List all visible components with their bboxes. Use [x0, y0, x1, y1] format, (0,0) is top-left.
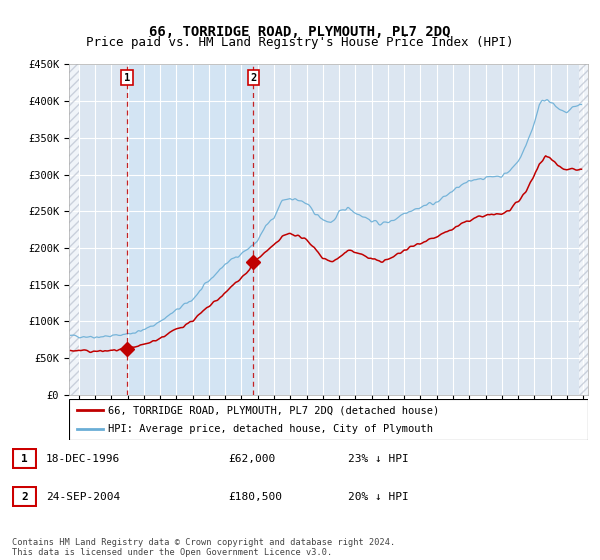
FancyBboxPatch shape [69, 399, 588, 440]
Bar [69, 64, 79, 395]
Text: 24-SEP-2004: 24-SEP-2004 [46, 492, 121, 502]
Text: 20% ↓ HPI: 20% ↓ HPI [348, 492, 409, 502]
Text: £62,000: £62,000 [228, 454, 275, 464]
Text: 18-DEC-1996: 18-DEC-1996 [46, 454, 121, 464]
Text: 2: 2 [21, 492, 28, 502]
Bar [579, 64, 588, 395]
Text: £180,500: £180,500 [228, 492, 282, 502]
Text: 2: 2 [250, 73, 256, 83]
Text: 66, TORRIDGE ROAD, PLYMOUTH, PL7 2DQ (detached house): 66, TORRIDGE ROAD, PLYMOUTH, PL7 2DQ (de… [108, 405, 439, 415]
Text: Price paid vs. HM Land Registry's House Price Index (HPI): Price paid vs. HM Land Registry's House … [86, 36, 514, 49]
Bar [127, 64, 253, 395]
Text: HPI: Average price, detached house, City of Plymouth: HPI: Average price, detached house, City… [108, 424, 433, 433]
Text: Contains HM Land Registry data © Crown copyright and database right 2024.
This d: Contains HM Land Registry data © Crown c… [12, 538, 395, 557]
Text: 23% ↓ HPI: 23% ↓ HPI [348, 454, 409, 464]
Text: 1: 1 [124, 73, 130, 83]
Text: 1: 1 [21, 454, 28, 464]
FancyBboxPatch shape [13, 487, 36, 506]
Text: 66, TORRIDGE ROAD, PLYMOUTH, PL7 2DQ: 66, TORRIDGE ROAD, PLYMOUTH, PL7 2DQ [149, 25, 451, 39]
FancyBboxPatch shape [13, 449, 36, 468]
